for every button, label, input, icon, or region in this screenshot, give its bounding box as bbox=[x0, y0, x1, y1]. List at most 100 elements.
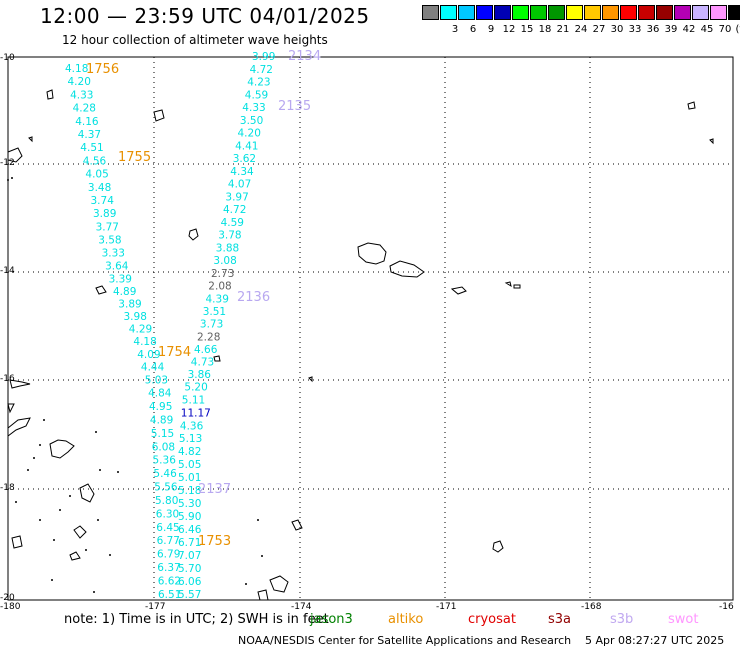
island-swains bbox=[153, 109, 165, 122]
wave-height-value: 3.33 bbox=[102, 248, 125, 260]
islet-dot bbox=[15, 501, 17, 503]
wave-height-value: 3.98 bbox=[124, 311, 147, 323]
islet-dot bbox=[53, 539, 55, 541]
lon-tick-label: -180 bbox=[0, 602, 21, 612]
island-futuna bbox=[95, 285, 107, 295]
wave-height-value: 4.72 bbox=[250, 64, 273, 76]
map-grid bbox=[7, 56, 734, 601]
wave-height-value: 3.78 bbox=[218, 230, 241, 242]
wave-height-value: 5.03 bbox=[145, 375, 168, 387]
island-fiji-lau-3 bbox=[11, 535, 23, 549]
wave-height-value: 4.05 bbox=[85, 169, 108, 181]
lat-tick-label: -18 bbox=[0, 483, 15, 493]
wave-height-value: 4.59 bbox=[245, 89, 268, 101]
wave-height-value: 11.17 bbox=[181, 407, 211, 419]
wave-height-value: 6.46 bbox=[178, 524, 202, 536]
wave-height-value: 3.62 bbox=[233, 153, 256, 165]
legend-swatch-label: 21 bbox=[556, 24, 570, 35]
lon-tick-label: -174 bbox=[291, 602, 312, 612]
generation-timestamp: 5 Apr 08:27:27 UTC 2025 bbox=[585, 634, 725, 647]
wave-height-value: 5.15 bbox=[151, 428, 174, 440]
lat-tick-label: -12 bbox=[0, 158, 15, 168]
legend-swatch-label: 30 bbox=[610, 24, 624, 35]
wave-height-value: 5.46 bbox=[153, 468, 177, 480]
island-tonga-north bbox=[291, 519, 303, 531]
lon-tick-label: -16 bbox=[719, 602, 734, 612]
wave-height-value: 4.89 bbox=[150, 414, 173, 426]
lat-tick-label: -10 bbox=[0, 53, 15, 63]
islet-dot bbox=[85, 549, 87, 551]
legend-swatch-label: 12 bbox=[502, 24, 516, 35]
wave-height-value: 5.80 bbox=[155, 495, 178, 507]
wave-height-value: 7.07 bbox=[178, 550, 201, 562]
legend-swatch-label: 3 bbox=[451, 24, 459, 35]
wave-height-value: 4.89 bbox=[113, 286, 136, 298]
legend-swatch-label: (ft) bbox=[735, 24, 740, 35]
island-tonga-haapai bbox=[257, 589, 269, 601]
wave-height-value: 4.20 bbox=[68, 76, 91, 88]
wave-height-value: 2.08 bbox=[208, 281, 231, 293]
legend-swatch-label: 45 bbox=[700, 24, 714, 35]
legend-swatch bbox=[566, 5, 583, 20]
islet-dot bbox=[27, 469, 29, 471]
wave-height-value: 6.62 bbox=[158, 576, 181, 588]
wave-height-value: 4.07 bbox=[228, 179, 251, 191]
wave-height-value: 3.86 bbox=[188, 369, 212, 381]
satellite-label-jason3: jason3 bbox=[310, 612, 353, 627]
islet-dot bbox=[261, 555, 263, 557]
legend-swatch-label: 42 bbox=[682, 24, 696, 35]
legend-swatch bbox=[530, 5, 547, 20]
satellite-label-altiko: altiko bbox=[388, 612, 424, 627]
legend-swatch bbox=[476, 5, 493, 20]
axis-tick-labels: -10 -12 -14 -16 -18 -20-180 -177 -174 -171 -168 -1… bbox=[0, 53, 734, 612]
lat-tick-label: -16 bbox=[0, 374, 15, 384]
legend-swatch bbox=[422, 5, 439, 20]
island-fiji-north bbox=[7, 147, 23, 163]
island-fiji-vanua-levu bbox=[7, 379, 31, 437]
credit-line: NOAA/NESDIS Center for Satellite Applica… bbox=[238, 634, 572, 647]
wave-height-value: 3.73 bbox=[200, 319, 223, 331]
legend-swatch-label: 36 bbox=[646, 24, 660, 35]
satellite-label-s3b: s3b bbox=[610, 612, 634, 627]
wave-height-value: 4.82 bbox=[178, 446, 201, 458]
map-frame bbox=[7, 56, 734, 601]
wave-height-value: 2.28 bbox=[197, 331, 220, 343]
legend-swatch-label: 39 bbox=[664, 24, 678, 35]
islet-dot bbox=[69, 495, 71, 497]
pass-time-label: 1753 bbox=[198, 534, 231, 549]
wave-height-value: 4.66 bbox=[194, 344, 218, 356]
wave-height-value: 5.20 bbox=[184, 382, 207, 394]
pass-time-label: 2136 bbox=[237, 290, 270, 305]
legend-swatch-label: 70 bbox=[718, 24, 732, 35]
islet-dot bbox=[95, 431, 97, 433]
map-title: 12:00 — 23:59 UTC 04/01/2025 bbox=[40, 4, 370, 28]
legend-swatch bbox=[494, 5, 511, 20]
wave-height-tracks: 4.184.204.334.284.164.374.514.564.053.48… bbox=[65, 51, 275, 601]
satellite-label-cryosat: cryosat bbox=[468, 612, 516, 627]
island-fiji-lau-2 bbox=[79, 483, 95, 503]
wave-height-value: 3.88 bbox=[216, 242, 239, 254]
wave-height-value: 4.29 bbox=[129, 323, 152, 335]
lon-tick-label: -168 bbox=[581, 602, 602, 612]
wave-height-value: 5.56 bbox=[154, 482, 178, 494]
wave-height-value: 4.39 bbox=[206, 293, 229, 305]
legend-swatch bbox=[458, 5, 475, 20]
wave-height-value: 4.18 bbox=[133, 336, 156, 348]
islet-dot bbox=[245, 583, 247, 585]
legend-swatch-label: 6 bbox=[469, 24, 477, 35]
wave-height-value: 5.18 bbox=[178, 485, 201, 497]
wave-height-value: 6.77 bbox=[157, 535, 180, 547]
satellite-label-swot: swot bbox=[668, 612, 699, 627]
islet-dot bbox=[39, 519, 41, 521]
pass-time-label: 1755 bbox=[118, 150, 151, 165]
wave-height-value: 5.36 bbox=[153, 455, 177, 467]
island-uvea bbox=[188, 228, 199, 241]
wave-height-value: 4.37 bbox=[78, 129, 101, 141]
legend-swatch bbox=[656, 5, 673, 20]
legend-swatch-label: 24 bbox=[574, 24, 588, 35]
wave-height-value: 4.23 bbox=[247, 77, 270, 89]
wave-height-value: 5.30 bbox=[178, 498, 201, 510]
island-tonga-vavau bbox=[269, 575, 289, 593]
wave-height-value: 5.05 bbox=[178, 459, 201, 471]
wave-height-value: 4.33 bbox=[70, 89, 93, 101]
